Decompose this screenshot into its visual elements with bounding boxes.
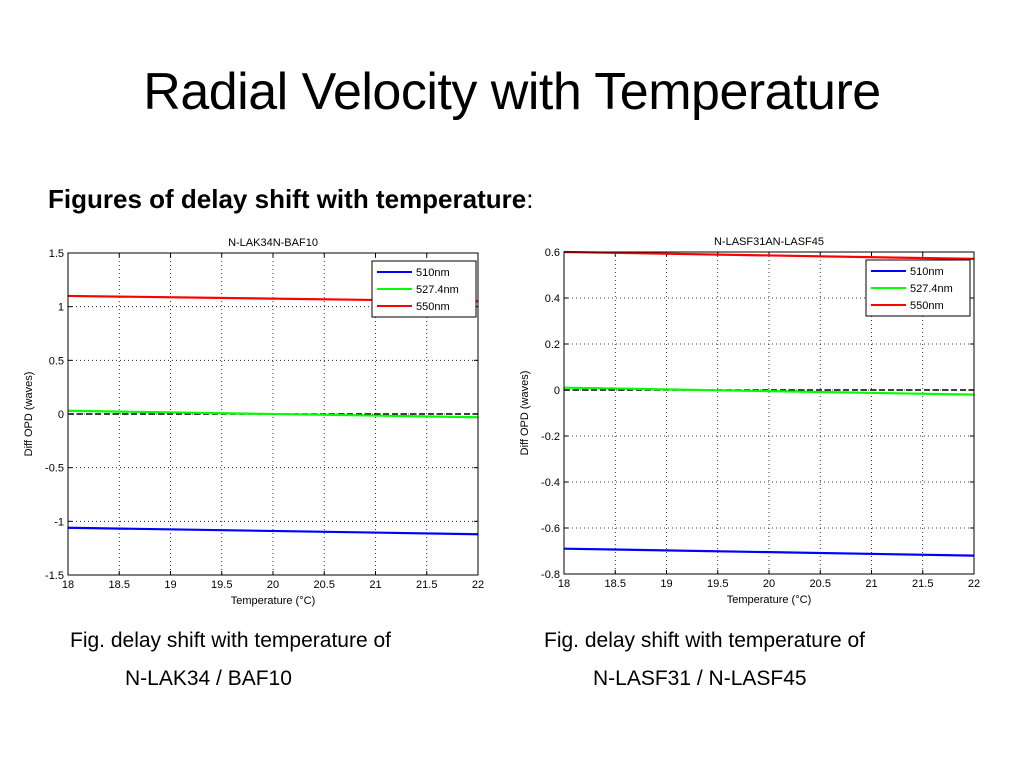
section-subtitle: Figures of delay shift with temperature:: [48, 184, 533, 215]
x-tick-label: 19: [660, 578, 672, 590]
x-tick-label: 18: [62, 579, 74, 591]
x-tick-label: 21: [369, 579, 381, 591]
axes-frame: [563, 251, 975, 575]
caption-right-line1: Fig. delay shift with temperature of: [544, 629, 865, 652]
series-line-510nm: [563, 547, 975, 557]
y-axis-label: Diff OPD (waves): [519, 371, 531, 456]
y-tick-label: -0.5: [45, 463, 64, 475]
y-tick-label: 1.5: [49, 248, 64, 260]
y-tick-label: 0.5: [49, 355, 64, 367]
x-tick-label: 20: [267, 579, 279, 591]
x-tick-label: 22: [472, 579, 484, 591]
caption-right-line2: N-LASF31 / N-LASF45: [593, 667, 807, 690]
chart-n-lasf31-n-lasf45: N-LASF31AN-LASF45 18 18.5 19 19.5 20 20.5 21 21.…: [519, 236, 980, 606]
x-tick-label: 19.5: [211, 579, 232, 591]
slide-title: Radial Velocity with Temperature: [143, 63, 881, 121]
x-tick-label: 21: [865, 578, 877, 590]
x-tick-label: 21.5: [912, 578, 933, 590]
chart-n-lak34-baf10: N-LAK34N-BAF10 18 18.5 19 19.5 20 20.5 21 21.5 22…: [23, 237, 484, 607]
x-tick-label: 20.5: [314, 579, 335, 591]
x-tick-label: 19.5: [707, 578, 728, 590]
subtitle-text: Figures of delay shift with temperature: [48, 184, 527, 214]
y-tick-label: -1.5: [45, 570, 64, 582]
chart-title: N-LAK34N-BAF10: [228, 237, 318, 249]
x-tick-label: 18.5: [109, 579, 130, 591]
series-line-5274nm: [67, 409, 479, 419]
y-tick-label: -0.6: [541, 523, 560, 535]
x-tick-label: 20.5: [810, 578, 831, 590]
legend-label: 550nm: [416, 301, 450, 313]
x-axis-label: Temperature (°C): [231, 595, 315, 607]
legend: 510nm 527.4nm 550nm: [371, 260, 477, 318]
legend-label: 510nm: [416, 267, 450, 279]
y-axis-label: Diff OPD (waves): [23, 372, 35, 457]
y-tick-label: 0.2: [545, 339, 560, 351]
x-tick-label: 21.5: [416, 579, 437, 591]
x-tick-label: 18.5: [605, 578, 626, 590]
caption-left-line1: Fig. delay shift with temperature of: [70, 629, 391, 652]
legend: 510nm 527.4nm 550nm: [865, 259, 971, 317]
axes-frame: [67, 252, 479, 576]
y-tick-label: 1: [58, 302, 64, 314]
legend-label: 527.4nm: [416, 284, 459, 296]
y-tick-label: -0.8: [541, 569, 560, 581]
y-tick-label: 0: [58, 409, 64, 421]
x-tick-label: 18: [558, 578, 570, 590]
y-tick-label: -0.2: [541, 431, 560, 443]
legend-label: 527.4nm: [910, 283, 953, 295]
y-tick-label: 0.4: [545, 293, 560, 305]
caption-right: Fig. delay shift with temperature of N-L…: [544, 622, 865, 698]
chart-title: N-LASF31AN-LASF45: [714, 236, 824, 248]
caption-left-line2: N-LAK34 / BAF10: [125, 667, 292, 690]
series-line-550nm: [563, 250, 975, 260]
series-line-510nm: [67, 526, 479, 536]
y-tick-label: 0.6: [545, 247, 560, 259]
caption-left: Fig. delay shift with temperature of N-L…: [70, 622, 391, 698]
x-tick-label: 22: [968, 578, 980, 590]
series-line-5274nm: [563, 386, 975, 396]
legend-label: 550nm: [910, 300, 944, 312]
y-tick-label: 0: [554, 385, 560, 397]
x-axis-label: Temperature (°C): [727, 594, 811, 606]
x-tick-label: 20: [763, 578, 775, 590]
x-tick-label: 19: [164, 579, 176, 591]
y-tick-label: -1: [54, 516, 64, 528]
y-tick-label: -0.4: [541, 477, 560, 489]
legend-label: 510nm: [910, 266, 944, 278]
subtitle-colon: :: [526, 184, 534, 214]
